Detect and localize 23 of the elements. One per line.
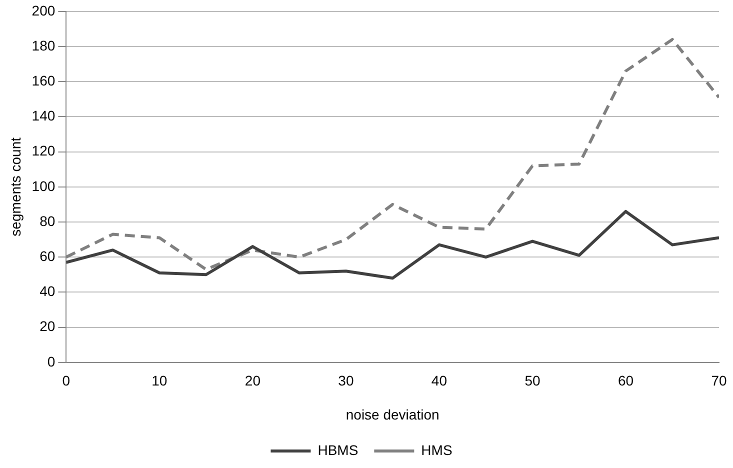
y-tick-label: 200 <box>32 2 56 18</box>
y-tick-label: 80 <box>40 212 56 229</box>
y-tick-label: 180 <box>32 37 56 54</box>
y-tick-label: 40 <box>40 283 56 300</box>
x-axis-title: noise deviation <box>346 406 440 422</box>
y-axis-title: segments count <box>7 137 24 236</box>
y-tick-label: 120 <box>32 142 56 159</box>
x-tick-label: 10 <box>152 372 168 389</box>
y-tick-label: 160 <box>32 72 56 88</box>
x-tick-label: 70 <box>711 372 727 389</box>
legend-label: HMS <box>421 442 452 458</box>
x-tick-label: 40 <box>431 372 448 389</box>
x-tick-label: 50 <box>524 372 540 389</box>
x-tick-label: 0 <box>62 372 70 389</box>
y-tick-label: 100 <box>32 178 56 194</box>
y-tick-label: 140 <box>32 108 56 124</box>
y-tick-label: 60 <box>40 248 56 264</box>
y-tick-label: 0 <box>47 353 56 370</box>
y-tick-label: 20 <box>40 318 56 334</box>
x-tick-label: 20 <box>244 372 261 389</box>
x-tick-label: 60 <box>618 372 634 389</box>
legend-label: HBMS <box>318 442 358 458</box>
x-tick-label: 30 <box>338 372 354 389</box>
